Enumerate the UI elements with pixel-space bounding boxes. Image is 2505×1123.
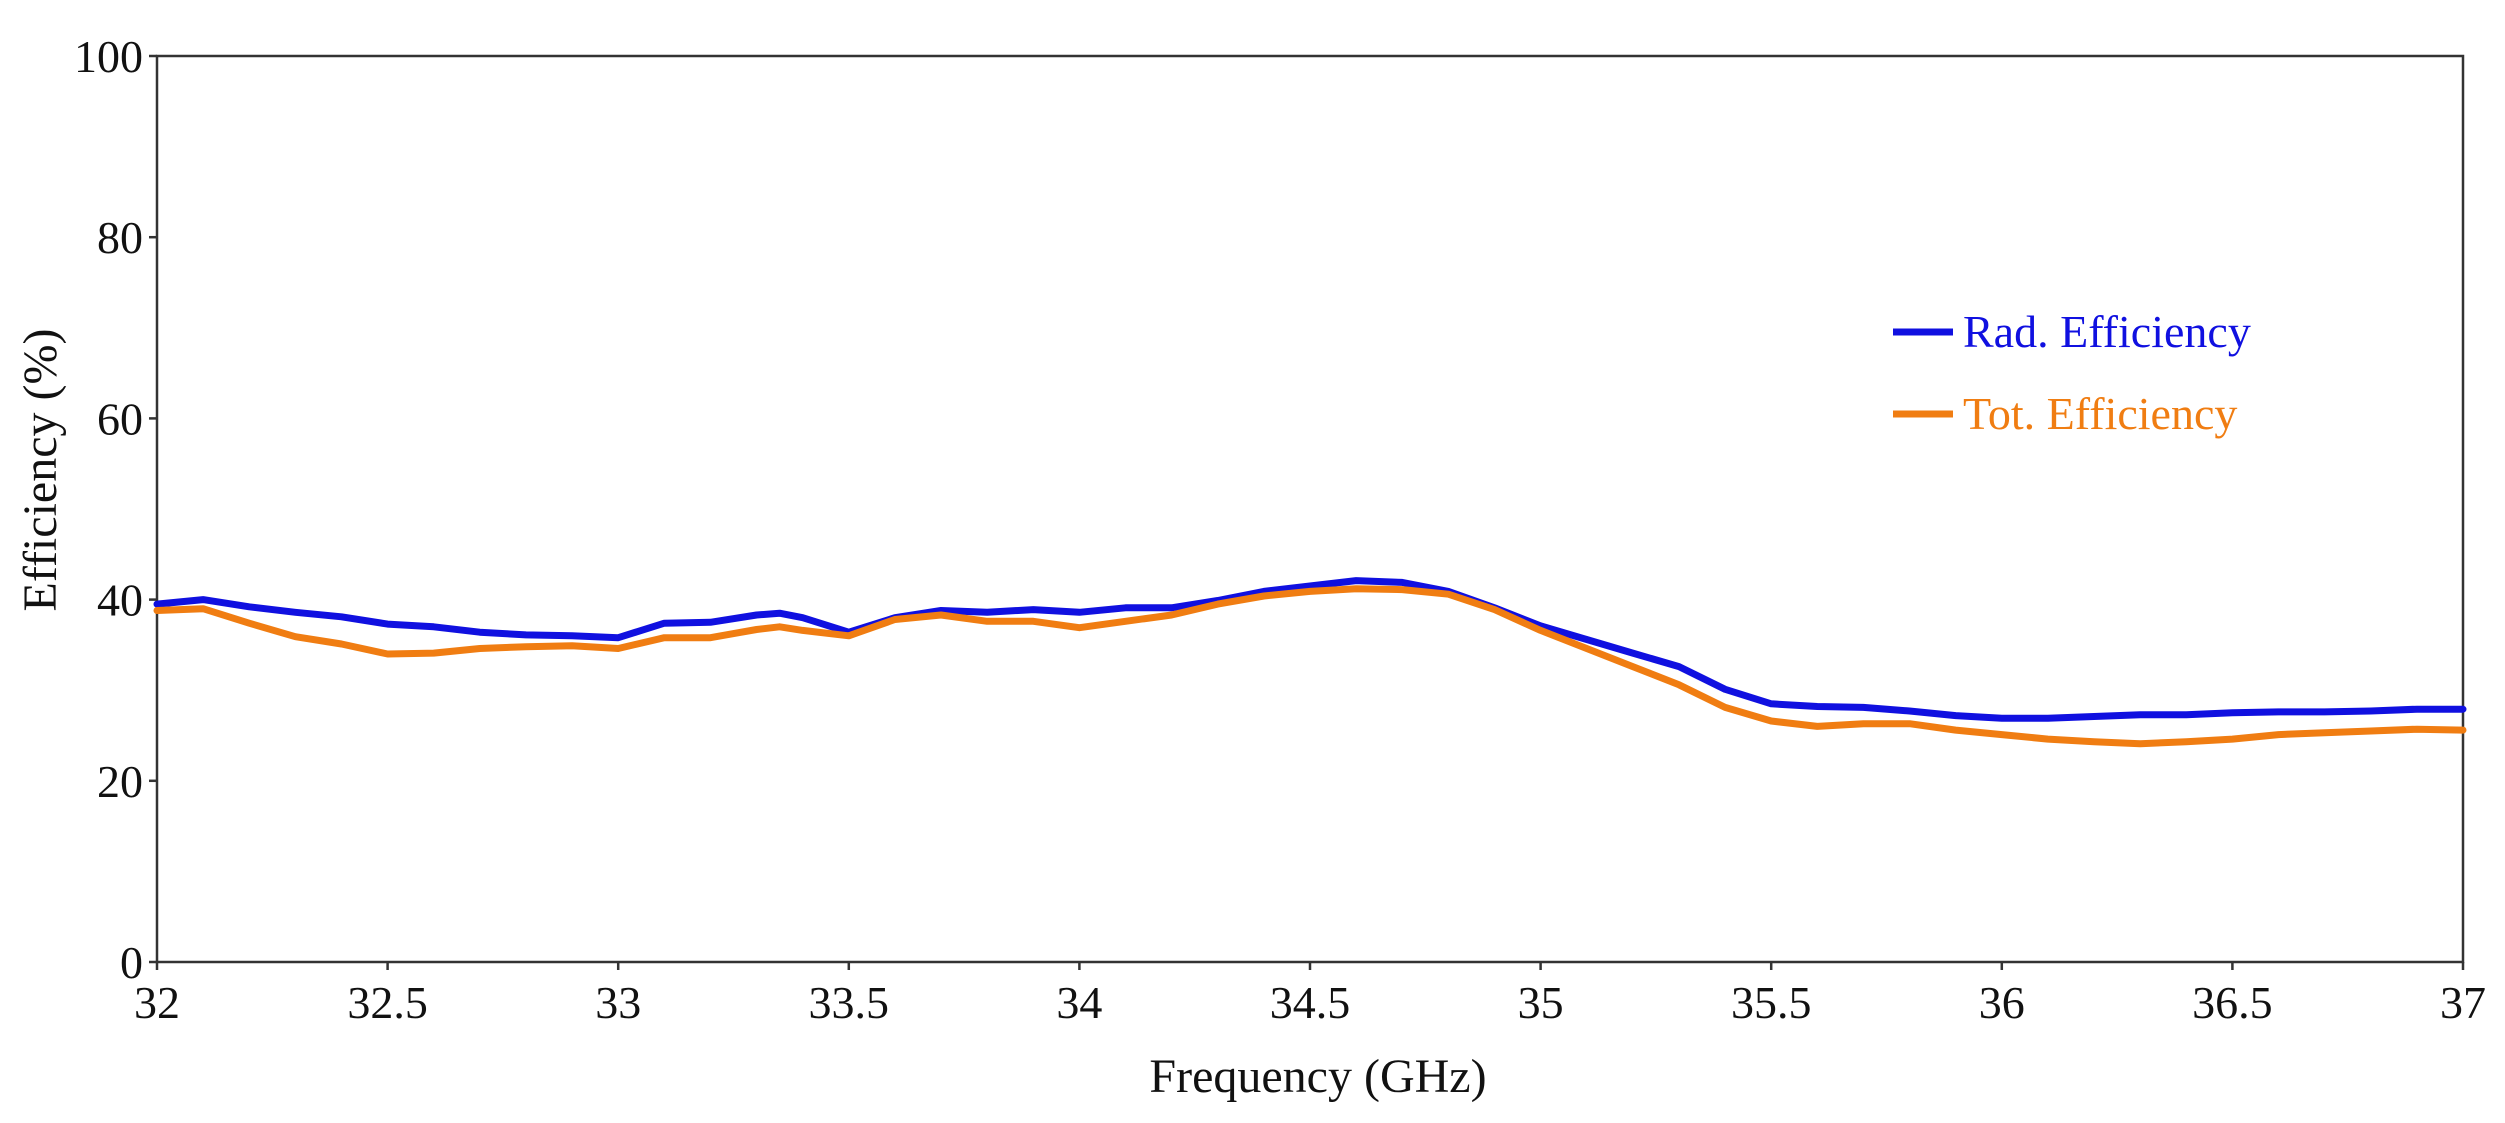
y-tick-label: 20 [97,756,143,807]
x-tick-label: 32.5 [347,977,428,1028]
x-tick-label: 33.5 [809,977,890,1028]
series-line-rad-efficiency [153,577,2467,722]
series-lines [153,577,2467,748]
x-tick-label: 35 [1518,977,1564,1028]
plot-area [155,54,2465,964]
x-tick-label: 36.5 [2192,977,2273,1028]
y-tick-label: 40 [97,575,143,626]
series-line-tot-efficiency [153,585,2467,748]
x-axis-ticks: 32 32.5 33 33.5 34 34.5 35 35.5 36 36.5 37 [134,962,2486,1028]
x-tick-label: 36 [1979,977,2025,1028]
plot-frame [155,54,2465,964]
x-tick-label: 34.5 [1270,977,1351,1028]
y-axis-ticks: 0 20 40 60 80 100 [74,31,157,988]
legend-label: Tot. Efficiency [1963,388,2237,439]
y-tick-label: 80 [97,212,143,263]
x-axis-title: Frequency (GHz) [1149,1050,1486,1103]
y-tick-label: 60 [97,393,143,444]
x-tick-label: 34 [1056,977,1102,1028]
x-tick-label: 37 [2440,977,2486,1028]
y-tick-label: 0 [120,937,143,988]
legend-label: Rad. Efficiency [1963,306,2251,357]
x-tick-label: 32 [134,977,180,1028]
y-axis-title: Efficiency (%) [14,329,67,612]
x-tick-label: 33 [595,977,641,1028]
legend: Rad. Efficiency Tot. Efficiency [1893,306,2251,439]
x-tick-label: 35.5 [1731,977,1812,1028]
y-tick-label: 100 [74,31,143,82]
